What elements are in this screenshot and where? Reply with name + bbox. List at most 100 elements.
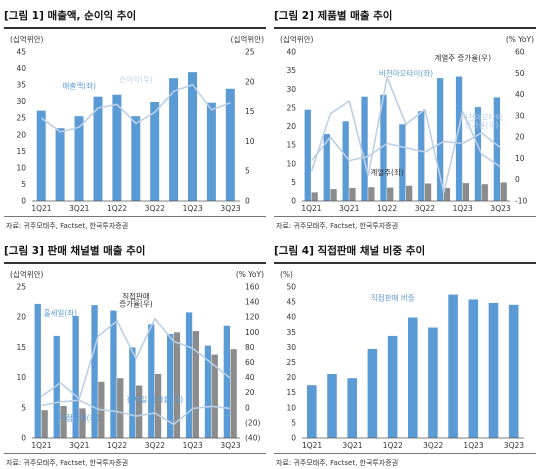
chart-title: [그림 3] 판매 채널별 매출 추이	[4, 245, 146, 257]
y-tick-label: 45	[16, 48, 26, 57]
title-rule	[4, 262, 266, 264]
chart-panel-4: [그림 4] 직접판매 채널 비중 추이 (%) 0 5 10 15 20 25 30 35 40…	[274, 237, 536, 469]
x-tick-label: 3Q22	[145, 441, 165, 450]
chart-title: [그림 1] 매출액, 순이익 추이	[4, 10, 137, 22]
chart-3-svg: (십억위안) (% YoY) 0 5 10 15 20 25 (40) (20) 0 20 40 60 80…	[10, 269, 264, 450]
x-tick-label: 1Q21	[302, 441, 322, 450]
y2-tick-label: 60	[245, 358, 255, 367]
y2-tick-label: 120	[245, 313, 260, 322]
y-tick-label: 25	[286, 103, 296, 112]
right-axis-unit: (% YoY)	[236, 270, 264, 279]
bar-직접판매 비중	[387, 335, 398, 438]
bar-직접판매(좌)	[211, 354, 218, 438]
bar-매출액(좌)	[112, 94, 122, 201]
x-tick-label: 3Q23	[220, 204, 240, 213]
chart-source: 자료: 귀주모태주, Factset, 한국투자증권	[276, 459, 399, 467]
bar-직접판매 비중	[327, 374, 337, 438]
x-tick-label: 3Q23	[220, 441, 240, 450]
y2-tick-label: 40	[245, 373, 255, 382]
y2-tick-label: 20	[245, 77, 255, 86]
bar-직접판매(좌)	[230, 349, 237, 438]
series-annotation: 직접판매(좌)	[59, 413, 99, 423]
y-tick-label: 25	[16, 114, 26, 123]
x-tick-label: 1Q23	[183, 204, 203, 213]
x-tick-label: 1Q22	[107, 441, 127, 450]
y-tick-label: 10	[16, 373, 26, 382]
bar-비천마오타이(좌)	[361, 96, 368, 201]
line-계열주 증가율(우)	[310, 76, 501, 194]
bar-홀세일(좌)	[204, 345, 212, 438]
x-tick-label: 1Q22	[383, 441, 403, 450]
chart-source: 자료: 귀주모태주, Factset, 한국투자증권	[276, 222, 399, 230]
bar-직접판매 비중	[468, 299, 479, 438]
series-annotation: 직접판매 비중	[371, 293, 415, 303]
bar-홀세일(좌)	[91, 305, 98, 438]
y-tick-label: 10	[286, 403, 296, 412]
y-tick-label: 5	[291, 418, 296, 427]
bar-직접판매 비중	[488, 303, 499, 438]
bar-직접판매(좌)	[41, 410, 48, 438]
y-tick-label: 30	[286, 343, 296, 352]
bar-계열주(좌)	[406, 185, 413, 201]
bar-비천마오타이(좌)	[304, 109, 311, 201]
chart-2-svg: (십억위안) (% YoY) 0 5 10 15 20 25 30 35 40 -10 0 10 20 30 4…	[280, 34, 534, 213]
y-tick-label: 35	[16, 81, 26, 90]
y-tick-label: 50	[286, 283, 296, 292]
bar-비천마오타이(좌)	[418, 111, 425, 201]
source-rule	[4, 453, 266, 454]
y-tick-label: 25	[286, 358, 296, 367]
left-axis-unit: (십억위안)	[10, 34, 44, 44]
bar-직접판매 비중	[408, 317, 418, 438]
series-annotation: 홀세일 증가율(우)	[127, 394, 184, 404]
bar-홀세일(좌)	[185, 312, 193, 438]
bar-직접판매 비중	[367, 348, 378, 438]
y-tick-label: 0	[291, 434, 296, 443]
bar-계열주(좌)	[387, 187, 394, 201]
y-tick-label: 45	[286, 298, 296, 307]
bar-비천마오타이(좌)	[342, 121, 349, 201]
bar-계열주(좌)	[462, 183, 469, 201]
chart-source: 자료: 귀주모태주, Factset, 한국투자증권	[6, 459, 129, 467]
bar-계열주(좌)	[500, 182, 507, 201]
left-axis-unit: (%)	[280, 270, 293, 279]
y2-tick-label: 40	[515, 90, 525, 99]
x-tick-label: 3Q22	[145, 204, 165, 213]
x-tick-label: 3Q21	[69, 204, 89, 213]
series-annotation: 순이익(우)	[119, 74, 153, 84]
chart-4-svg: (%) 0 5 10 15 20 25 30 35 40 45 50 1Q21 3Q21 1Q22 3Q22 1…	[280, 270, 524, 450]
bar-계열주(좌)	[481, 184, 488, 201]
bar-직접판매(좌)	[117, 378, 124, 438]
y2-tick-label: 25	[245, 48, 255, 57]
bar-직접판매 비중	[508, 304, 519, 438]
y2-tick-label: 140	[245, 298, 260, 307]
bar-홀세일(좌)	[110, 310, 117, 438]
chart-title: [그림 2] 제품별 매출 추이	[274, 10, 393, 22]
bar-매출액(좌)	[150, 102, 160, 201]
y-tick-label: 10	[286, 159, 296, 168]
y-tick-label: 5	[21, 180, 26, 189]
x-tick-label: 3Q21	[339, 204, 359, 213]
y-tick-label: 0	[21, 434, 26, 443]
x-tick-label: 1Q22	[107, 204, 127, 213]
bar-계열주(좌)	[368, 187, 375, 201]
bar-계열주(좌)	[424, 183, 432, 201]
bar-홀세일(좌)	[148, 324, 155, 438]
bar-비천마오타이(좌)	[493, 97, 500, 201]
x-tick-label: 1Q21	[31, 441, 51, 450]
bar-비천마오타이(좌)	[437, 78, 444, 201]
bar-매출액(좌)	[188, 72, 197, 201]
series-annotation: 홀세일(좌)	[44, 307, 78, 317]
source-rule	[274, 216, 536, 217]
series-annotation: 직접판매	[122, 291, 150, 301]
bar-홀세일(좌)	[129, 347, 136, 438]
bar-매출액(좌)	[169, 78, 179, 201]
y2-tick-label: 5	[245, 167, 250, 176]
y-tick-label: 15	[286, 388, 296, 397]
x-tick-label: 3Q23	[504, 441, 524, 450]
source-rule	[274, 453, 536, 454]
series-annotation: 비천마오타이	[461, 112, 502, 122]
bar-매출액(좌)	[131, 116, 141, 201]
bar-직접판매(좌)	[79, 408, 86, 438]
y-tick-label: 25	[16, 283, 26, 292]
bar-직접판매(좌)	[136, 385, 143, 438]
